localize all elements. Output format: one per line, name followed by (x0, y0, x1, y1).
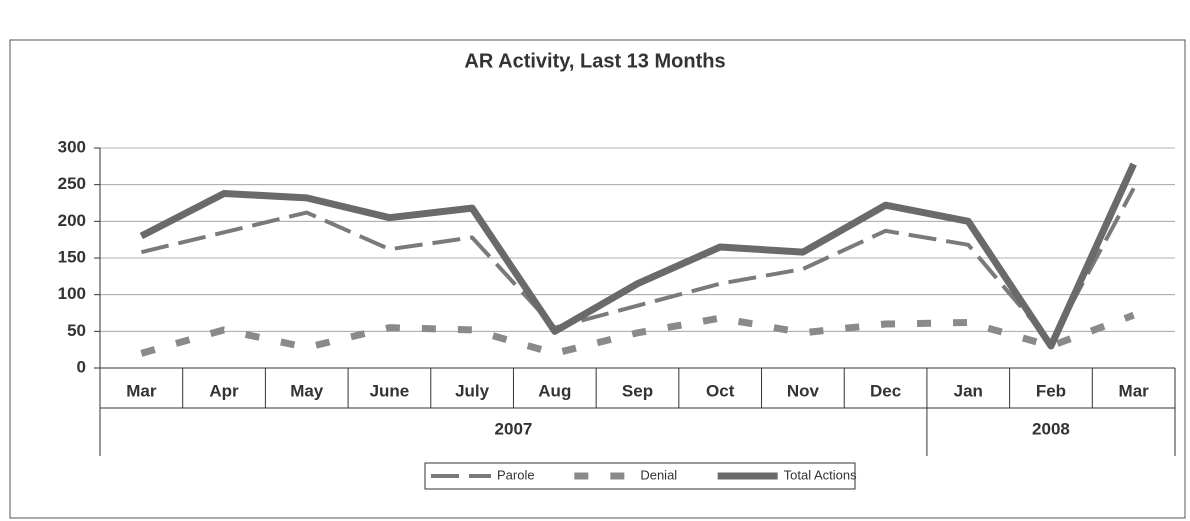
chart-title: AR Activity, Last 13 Months (464, 50, 725, 72)
y-tick-label: 250 (58, 174, 86, 193)
x-tick-label: Mar (126, 381, 157, 400)
series-line (139, 162, 1137, 350)
legend-box (424, 462, 856, 490)
series-line (140, 311, 1135, 357)
x-tick-label: Feb (1036, 381, 1066, 400)
x-tick-label: Sep (622, 381, 653, 400)
y-tick-label: 300 (58, 137, 86, 156)
x-tick-label: Apr (209, 381, 239, 400)
x-tick-label: May (290, 381, 324, 400)
legend-label: Total Actions (784, 467, 857, 482)
y-tick-label: 0 (77, 357, 86, 376)
y-tick-label: 100 (58, 284, 86, 303)
y-tick-label: 200 (58, 211, 86, 230)
group-label: 2008 (1032, 419, 1070, 438)
y-tick-label: 150 (58, 247, 86, 266)
series-line (140, 187, 1136, 345)
x-tick-label: Nov (787, 381, 820, 400)
legend-label: Parole (497, 467, 535, 482)
chart-frame (9, 39, 1186, 519)
x-tick-label: Aug (538, 381, 571, 400)
x-tick-label: Dec (870, 381, 901, 400)
legend-label: Denial (640, 467, 677, 482)
x-tick-label: Mar (1119, 381, 1150, 400)
group-label: 2007 (495, 419, 533, 438)
y-tick-label: 50 (67, 321, 86, 340)
x-tick-label: Oct (706, 381, 735, 400)
x-tick-label: June (370, 381, 410, 400)
x-tick-label: Jan (954, 381, 983, 400)
x-tick-label: July (455, 381, 490, 400)
